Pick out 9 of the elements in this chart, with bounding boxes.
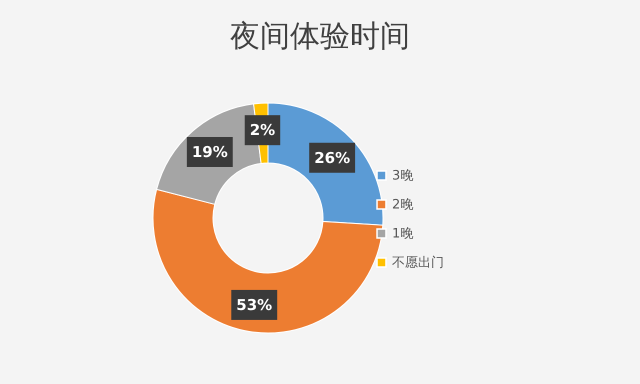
data-label: 2% — [250, 121, 276, 140]
legend-label: 2晚 — [392, 198, 414, 212]
data-label: 53% — [236, 296, 272, 314]
legend-label: 1晚 — [392, 226, 414, 242]
data-label: 19% — [192, 142, 228, 161]
chart-title: 夜间体验时间 — [230, 19, 410, 54]
legend-label: 不愿出门 — [392, 254, 444, 270]
data-label: 26% — [314, 148, 350, 167]
legend-label: 3晚 — [392, 168, 414, 184]
